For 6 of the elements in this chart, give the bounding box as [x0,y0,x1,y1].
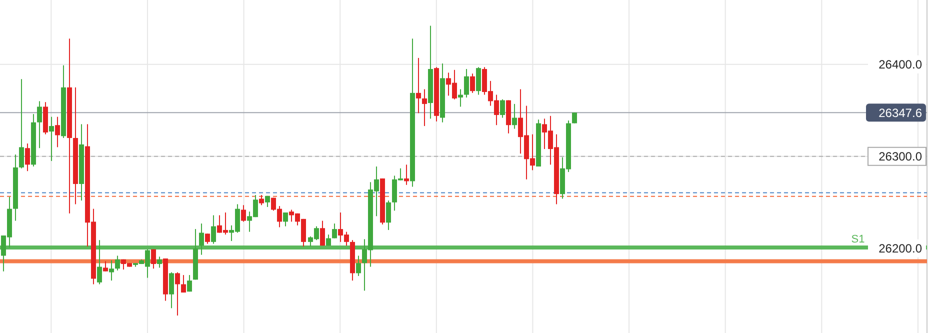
ref-line-label: S1 [851,233,865,246]
y-tick-label: 26200.0 [878,242,922,256]
candlestick [572,112,577,124]
y-tick-label: 26300.0 [878,150,922,164]
ref-line-label: 26347.6 [878,106,922,120]
y-tick-label: 26400.0 [878,58,922,72]
